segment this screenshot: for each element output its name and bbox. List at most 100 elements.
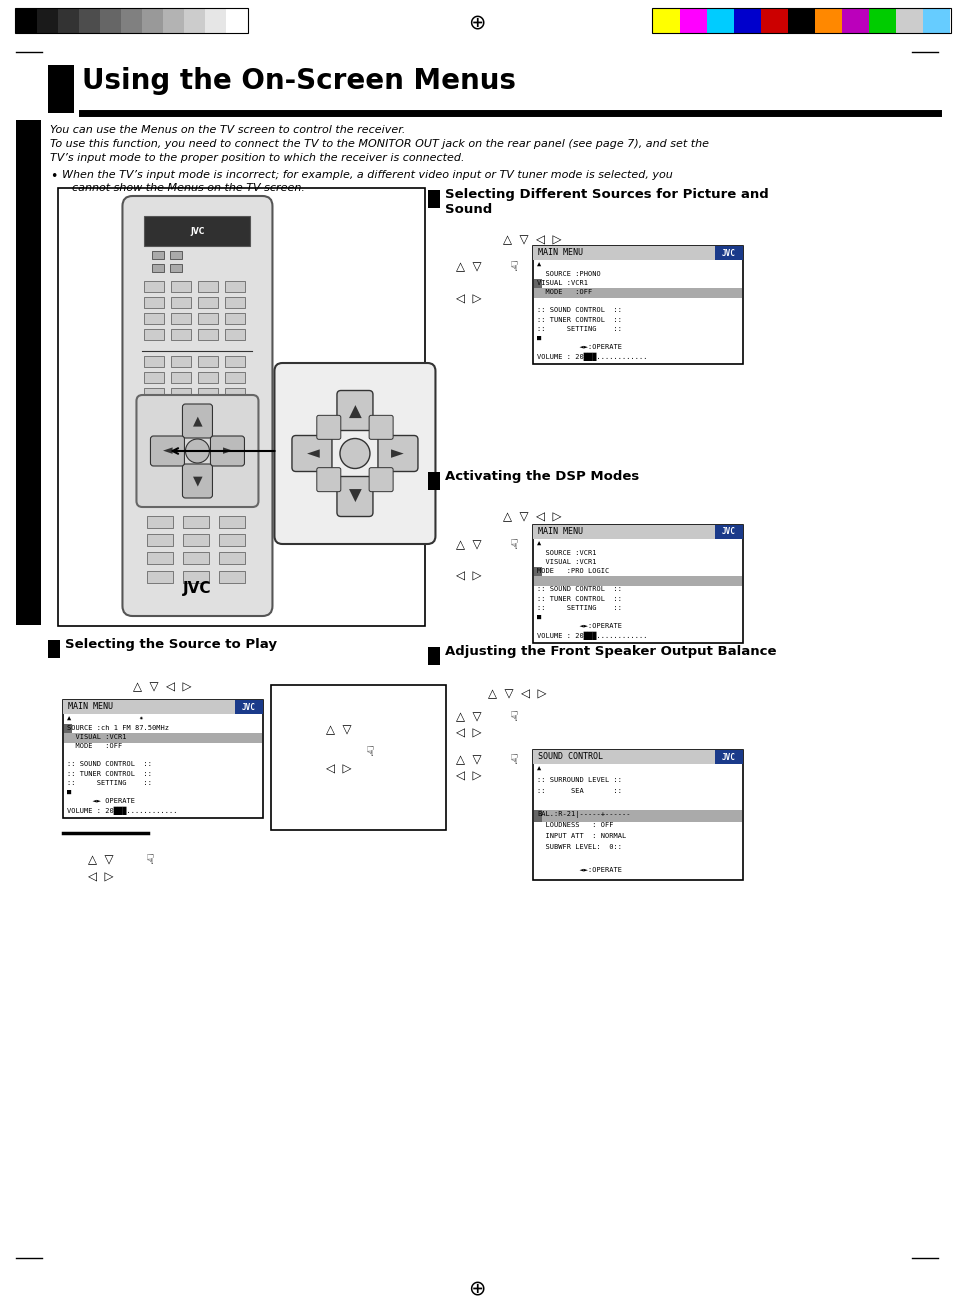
FancyBboxPatch shape: [122, 197, 273, 616]
Text: ☟: ☟: [510, 260, 518, 274]
Text: △  ▽  ◁  ▷: △ ▽ ◁ ▷: [502, 510, 561, 523]
Bar: [787, 8, 814, 33]
Text: MODE   :PRO LOGIC: MODE :PRO LOGIC: [537, 568, 609, 574]
Bar: [172, 313, 192, 324]
Bar: [183, 534, 210, 545]
Bar: [841, 8, 868, 33]
Text: VOLUME : 20███............: VOLUME : 20███............: [537, 353, 647, 362]
Bar: [534, 810, 741, 822]
Bar: [152, 264, 164, 271]
Text: :: TUNER CONTROL  ::: :: TUNER CONTROL ::: [537, 595, 621, 602]
Text: •: •: [50, 170, 57, 184]
Bar: [225, 388, 245, 399]
Bar: [714, 246, 742, 260]
Text: ▲: ▲: [537, 766, 540, 772]
Bar: [48, 640, 60, 658]
Bar: [184, 8, 205, 33]
Bar: [37, 8, 58, 33]
FancyBboxPatch shape: [369, 468, 393, 492]
Bar: [172, 281, 192, 292]
Text: JVC: JVC: [721, 753, 735, 762]
Bar: [533, 246, 742, 260]
Bar: [172, 388, 192, 399]
Bar: [219, 572, 245, 583]
Bar: [64, 724, 71, 734]
Text: ::     SETTING    ::: :: SETTING ::: [67, 780, 152, 785]
Text: ⊕: ⊕: [468, 12, 485, 31]
Text: JVC: JVC: [721, 527, 735, 536]
Text: ☟: ☟: [366, 745, 375, 759]
FancyBboxPatch shape: [316, 468, 340, 492]
FancyBboxPatch shape: [336, 391, 373, 430]
FancyBboxPatch shape: [336, 476, 373, 517]
Text: VISUAL :VCR1: VISUAL :VCR1: [67, 734, 127, 741]
Bar: [533, 246, 742, 364]
FancyBboxPatch shape: [136, 395, 258, 507]
Bar: [219, 552, 245, 564]
Bar: [163, 8, 184, 33]
Bar: [651, 8, 950, 33]
FancyBboxPatch shape: [274, 363, 435, 544]
Bar: [679, 8, 706, 33]
Text: ▲: ▲: [193, 414, 202, 427]
Bar: [533, 750, 742, 880]
Text: VISUAL :VCR1: VISUAL :VCR1: [537, 281, 587, 286]
Bar: [183, 552, 210, 564]
Bar: [225, 298, 245, 308]
Bar: [148, 572, 173, 583]
Text: MODE   :OFF: MODE :OFF: [67, 743, 122, 750]
Bar: [16, 121, 41, 625]
Text: ☟: ☟: [146, 853, 154, 867]
Text: ▼: ▼: [193, 475, 202, 488]
Text: Sound: Sound: [444, 203, 492, 216]
Bar: [760, 8, 787, 33]
Bar: [205, 8, 226, 33]
Text: ◄►:OPERATE: ◄►:OPERATE: [537, 343, 621, 350]
Bar: [198, 313, 218, 324]
Bar: [183, 572, 210, 583]
Text: MODE   :OFF: MODE :OFF: [537, 290, 592, 295]
Bar: [714, 750, 742, 764]
Text: ◁  ▷: ◁ ▷: [456, 770, 481, 783]
Bar: [152, 250, 164, 260]
Text: MAIN MENU: MAIN MENU: [68, 701, 112, 711]
Bar: [923, 8, 949, 33]
Text: ☟: ☟: [510, 753, 518, 767]
Text: VISUAL :VCR1: VISUAL :VCR1: [537, 560, 596, 565]
Bar: [172, 372, 192, 383]
Text: ▲: ▲: [348, 402, 361, 421]
Text: ▲                ✷: ▲ ✷: [67, 716, 143, 722]
Text: BAL.:R-21|-----+------: BAL.:R-21|-----+------: [537, 810, 630, 818]
Bar: [63, 700, 263, 714]
Bar: [48, 66, 74, 113]
Text: ▲: ▲: [537, 262, 540, 267]
Bar: [79, 8, 100, 33]
Bar: [198, 372, 218, 383]
Text: SOURCE :ch 1 FM 87.50MHz: SOURCE :ch 1 FM 87.50MHz: [67, 725, 169, 732]
Bar: [219, 534, 245, 545]
Bar: [58, 187, 424, 625]
Bar: [100, 8, 121, 33]
Bar: [198, 298, 218, 308]
Bar: [533, 524, 742, 539]
Bar: [534, 279, 541, 290]
Bar: [534, 568, 541, 577]
Text: ◄► OPERATE: ◄► OPERATE: [67, 798, 135, 804]
Text: ◁  ▷: ◁ ▷: [456, 292, 481, 305]
FancyBboxPatch shape: [369, 416, 393, 439]
Text: :: SOUND CONTROL  ::: :: SOUND CONTROL ::: [537, 586, 621, 593]
Bar: [814, 8, 841, 33]
Text: ⊕: ⊕: [468, 1278, 485, 1298]
Text: ►: ►: [390, 444, 403, 463]
Text: △  ▽: △ ▽: [456, 711, 481, 722]
Text: ■: ■: [537, 614, 540, 620]
Text: ▼: ▼: [348, 486, 361, 505]
Text: MAIN MENU: MAIN MENU: [537, 527, 582, 536]
Text: ◄: ◄: [306, 444, 319, 463]
Bar: [225, 329, 245, 340]
Bar: [144, 313, 164, 324]
Text: ◁  ▷: ◁ ▷: [326, 763, 351, 776]
FancyBboxPatch shape: [182, 404, 213, 438]
Circle shape: [185, 439, 210, 463]
Bar: [171, 264, 182, 271]
